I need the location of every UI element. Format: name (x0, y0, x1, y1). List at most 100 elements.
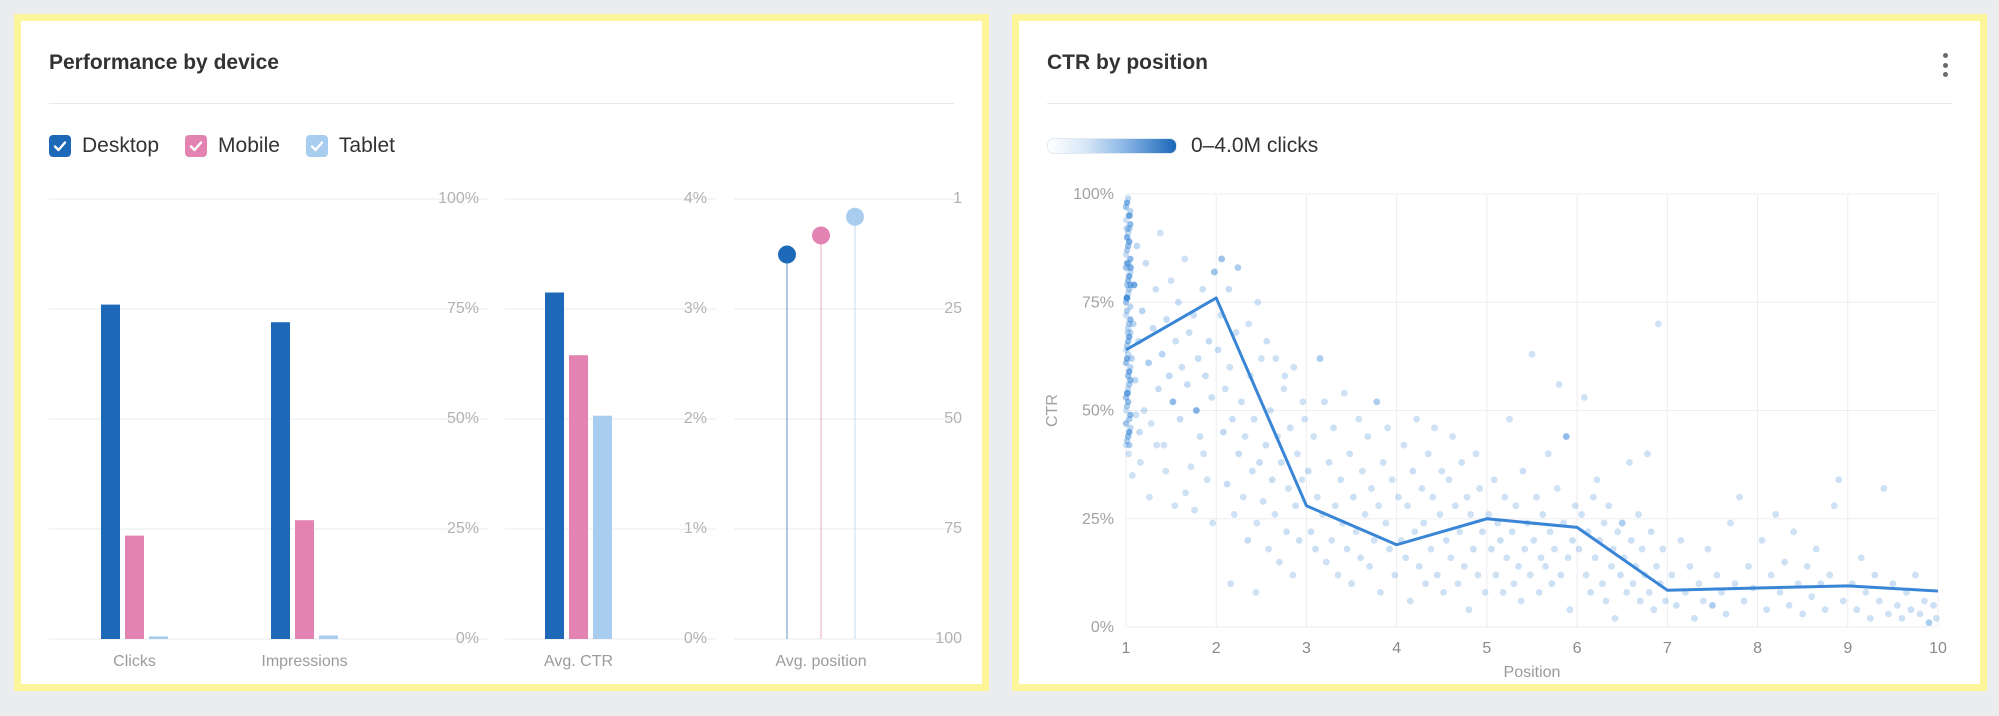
x-tick-label: 5 (1482, 640, 1491, 657)
scatter-point (1535, 588, 1543, 596)
scatter-point (1564, 554, 1572, 562)
scatter-point (1635, 511, 1642, 518)
scatter-point (1812, 545, 1820, 553)
scatter-point (1436, 511, 1444, 518)
scatter-point (1321, 398, 1328, 406)
legend-label: Tablet (338, 134, 395, 157)
y-tick-label: 100% (1073, 186, 1114, 203)
legend-desktop[interactable]: Desktop (49, 134, 159, 158)
y-tick-label: 1 (953, 190, 962, 207)
scatter-point (1474, 571, 1482, 579)
scatter-point (1591, 554, 1599, 562)
scatter-point (1163, 316, 1170, 323)
scatter-point (1379, 459, 1387, 466)
lollipop-dot-tablet (846, 207, 864, 226)
x-tick-label: 8 (1753, 640, 1762, 657)
scatter-point (1126, 273, 1133, 280)
scatter-point (1325, 459, 1333, 466)
x-tick-label: 2 (1212, 640, 1221, 657)
y-tick-label: 100% (438, 190, 479, 207)
scatter-point (1790, 528, 1798, 536)
scatter-point (1127, 303, 1134, 310)
checkbox-checked-icon[interactable] (49, 135, 71, 157)
scatter-point (1611, 614, 1619, 622)
scatter-point (1478, 528, 1486, 536)
scatter-point (1377, 588, 1384, 596)
scatter-point (1925, 619, 1933, 627)
scatter-point (1454, 580, 1462, 588)
scatter-point (1548, 580, 1556, 588)
checkbox-checked-icon[interactable] (305, 135, 328, 157)
scatter-point (1557, 571, 1565, 579)
checkbox-checked-icon[interactable] (185, 135, 208, 157)
scatter-point (1521, 545, 1529, 553)
scatter-point (1587, 588, 1595, 596)
scatter-point (1155, 385, 1162, 393)
bar-tablet (593, 415, 612, 639)
scatter-point (1907, 606, 1915, 614)
scatter-point (1132, 411, 1140, 419)
scatter-point (1187, 463, 1195, 471)
scatter-point (1124, 325, 1132, 332)
x-tick-label: 7 (1663, 640, 1672, 657)
scatter-point (1169, 398, 1177, 406)
legend-tablet[interactable]: Tablet (305, 134, 395, 158)
scatter-point (1404, 502, 1411, 510)
scatter-point (1138, 307, 1146, 315)
scatter-point (1299, 398, 1307, 406)
scatter-point (1871, 571, 1879, 579)
scatter-point (1617, 571, 1624, 579)
bar-mobile (125, 535, 144, 639)
scatter-point (1539, 511, 1547, 518)
scatter-point (1700, 597, 1707, 605)
device-legend: Desktop Mobile Tablet (49, 134, 395, 158)
scatter-point (1126, 368, 1133, 375)
scatter-point (1460, 562, 1468, 570)
scatter-point (1537, 554, 1545, 562)
ctr-by-position-card: CTR by position 0–4.0M clicks 100% 75% 50%… (1012, 14, 1987, 691)
scatter-point (1227, 580, 1235, 588)
scatter-point (1458, 459, 1466, 466)
y-tick-label: 2% (684, 410, 707, 427)
scatter-point (1124, 351, 1132, 358)
scatter-point (1691, 614, 1698, 622)
scatter-point (1289, 571, 1297, 579)
scatter-point (1626, 459, 1633, 466)
scatter-point (1337, 476, 1345, 484)
scatter-point (1605, 502, 1613, 510)
scatter-point (1123, 294, 1131, 302)
scatter-point (1307, 528, 1315, 536)
kebab-menu-icon[interactable] (1938, 51, 1952, 79)
scatter-point (1147, 420, 1155, 427)
scatter-point (1884, 610, 1892, 618)
scatter-point (1519, 467, 1527, 475)
scatter-point (1295, 537, 1303, 544)
y-tick-label: 25 (944, 300, 962, 317)
scatter-point (1368, 485, 1375, 492)
scatter-point (1277, 459, 1285, 466)
scatter-point (1244, 537, 1252, 544)
scatter-point (1638, 545, 1646, 553)
scatter-point (1241, 433, 1249, 440)
card-divider (49, 103, 954, 104)
scatter-point (1880, 485, 1888, 492)
scatter-point (1355, 415, 1363, 423)
scatter-point (1357, 554, 1364, 562)
scatter-point (1252, 588, 1260, 596)
x-tick-label: Avg. position (775, 653, 866, 670)
scatter-point (1644, 450, 1651, 458)
scatter-point (1266, 407, 1274, 414)
legend-mobile[interactable]: Mobile (185, 134, 280, 158)
scatter-point (1275, 558, 1283, 566)
scatter-point (1214, 346, 1222, 354)
scatter-point (1220, 428, 1227, 436)
scatter-point (1153, 441, 1161, 449)
scatter-point (1510, 580, 1518, 588)
scatter-point (1593, 476, 1601, 484)
scatter-point (1127, 281, 1134, 289)
scatter-point (1218, 255, 1226, 263)
scatter-point (1257, 355, 1265, 362)
scatter-point (1203, 476, 1211, 484)
scatter-point (1400, 441, 1408, 449)
scatter-point (1123, 199, 1131, 206)
